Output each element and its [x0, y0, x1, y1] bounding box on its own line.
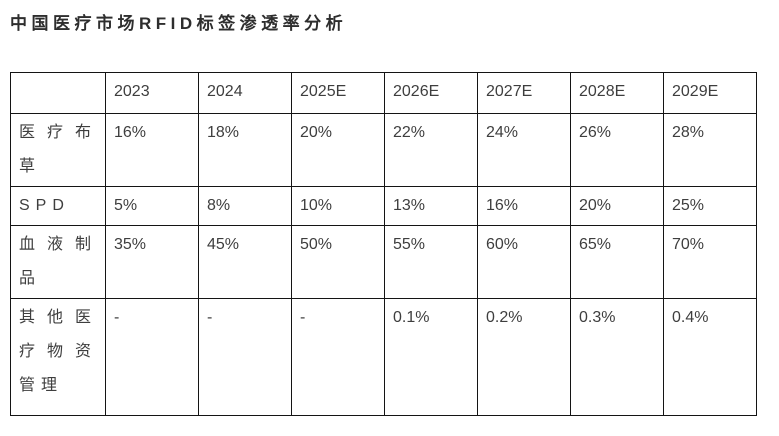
data-cell: 5% — [105, 186, 199, 226]
data-cell: 24% — [477, 113, 571, 187]
data-cell: 50% — [291, 225, 385, 299]
year-header-2027e: 2027E — [477, 72, 571, 114]
data-cell: - — [105, 298, 199, 416]
row-label-other-supplies: 其他医疗物资管理 — [10, 298, 106, 416]
data-cell: 20% — [570, 186, 664, 226]
data-cell: 16% — [105, 113, 199, 187]
data-cell: 0.2% — [477, 298, 571, 416]
table-row-medical-linen: 医疗布草 16% 18% 20% 22% 24% 26% 28% — [10, 113, 757, 187]
data-cell: 25% — [663, 186, 757, 226]
data-cell: 16% — [477, 186, 571, 226]
data-cell: 8% — [198, 186, 292, 226]
year-header-2023: 2023 — [105, 72, 199, 114]
data-cell: - — [291, 298, 385, 416]
data-cell: 13% — [384, 186, 478, 226]
data-cell: 55% — [384, 225, 478, 299]
row-label-blood-products: 血液制品 — [10, 225, 106, 299]
data-cell: 60% — [477, 225, 571, 299]
data-cell: 26% — [570, 113, 664, 187]
rfid-penetration-table: 2023 2024 2025E 2026E 2027E 2028E 2029E … — [10, 72, 757, 416]
data-cell: 0.4% — [663, 298, 757, 416]
year-header-2025e: 2025E — [291, 72, 385, 114]
row-label-medical-linen: 医疗布草 — [10, 113, 106, 187]
data-cell: 0.3% — [570, 298, 664, 416]
data-cell: 70% — [663, 225, 757, 299]
data-cell: 10% — [291, 186, 385, 226]
corner-cell — [10, 72, 106, 114]
year-header-2024: 2024 — [198, 72, 292, 114]
table-row-blood-products: 血液制品 35% 45% 50% 55% 60% 65% 70% — [10, 225, 757, 299]
row-label-spd: SPD — [10, 186, 106, 226]
data-cell: 0.1% — [384, 298, 478, 416]
year-header-2026e: 2026E — [384, 72, 478, 114]
data-cell: - — [198, 298, 292, 416]
data-cell: 20% — [291, 113, 385, 187]
table-row-spd: SPD 5% 8% 10% 13% 16% 20% 25% — [10, 186, 757, 226]
data-cell: 18% — [198, 113, 292, 187]
table-row-other-supplies: 其他医疗物资管理 - - - 0.1% 0.2% 0.3% 0.4% — [10, 298, 757, 416]
data-cell: 65% — [570, 225, 664, 299]
data-cell: 35% — [105, 225, 199, 299]
year-header-2028e: 2028E — [570, 72, 664, 114]
data-cell: 28% — [663, 113, 757, 187]
year-header-2029e: 2029E — [663, 72, 757, 114]
header-row: 2023 2024 2025E 2026E 2027E 2028E 2029E — [10, 72, 757, 114]
page-title: 中国医疗市场RFID标签渗透率分析 — [10, 14, 348, 33]
data-cell: 22% — [384, 113, 478, 187]
data-cell: 45% — [198, 225, 292, 299]
